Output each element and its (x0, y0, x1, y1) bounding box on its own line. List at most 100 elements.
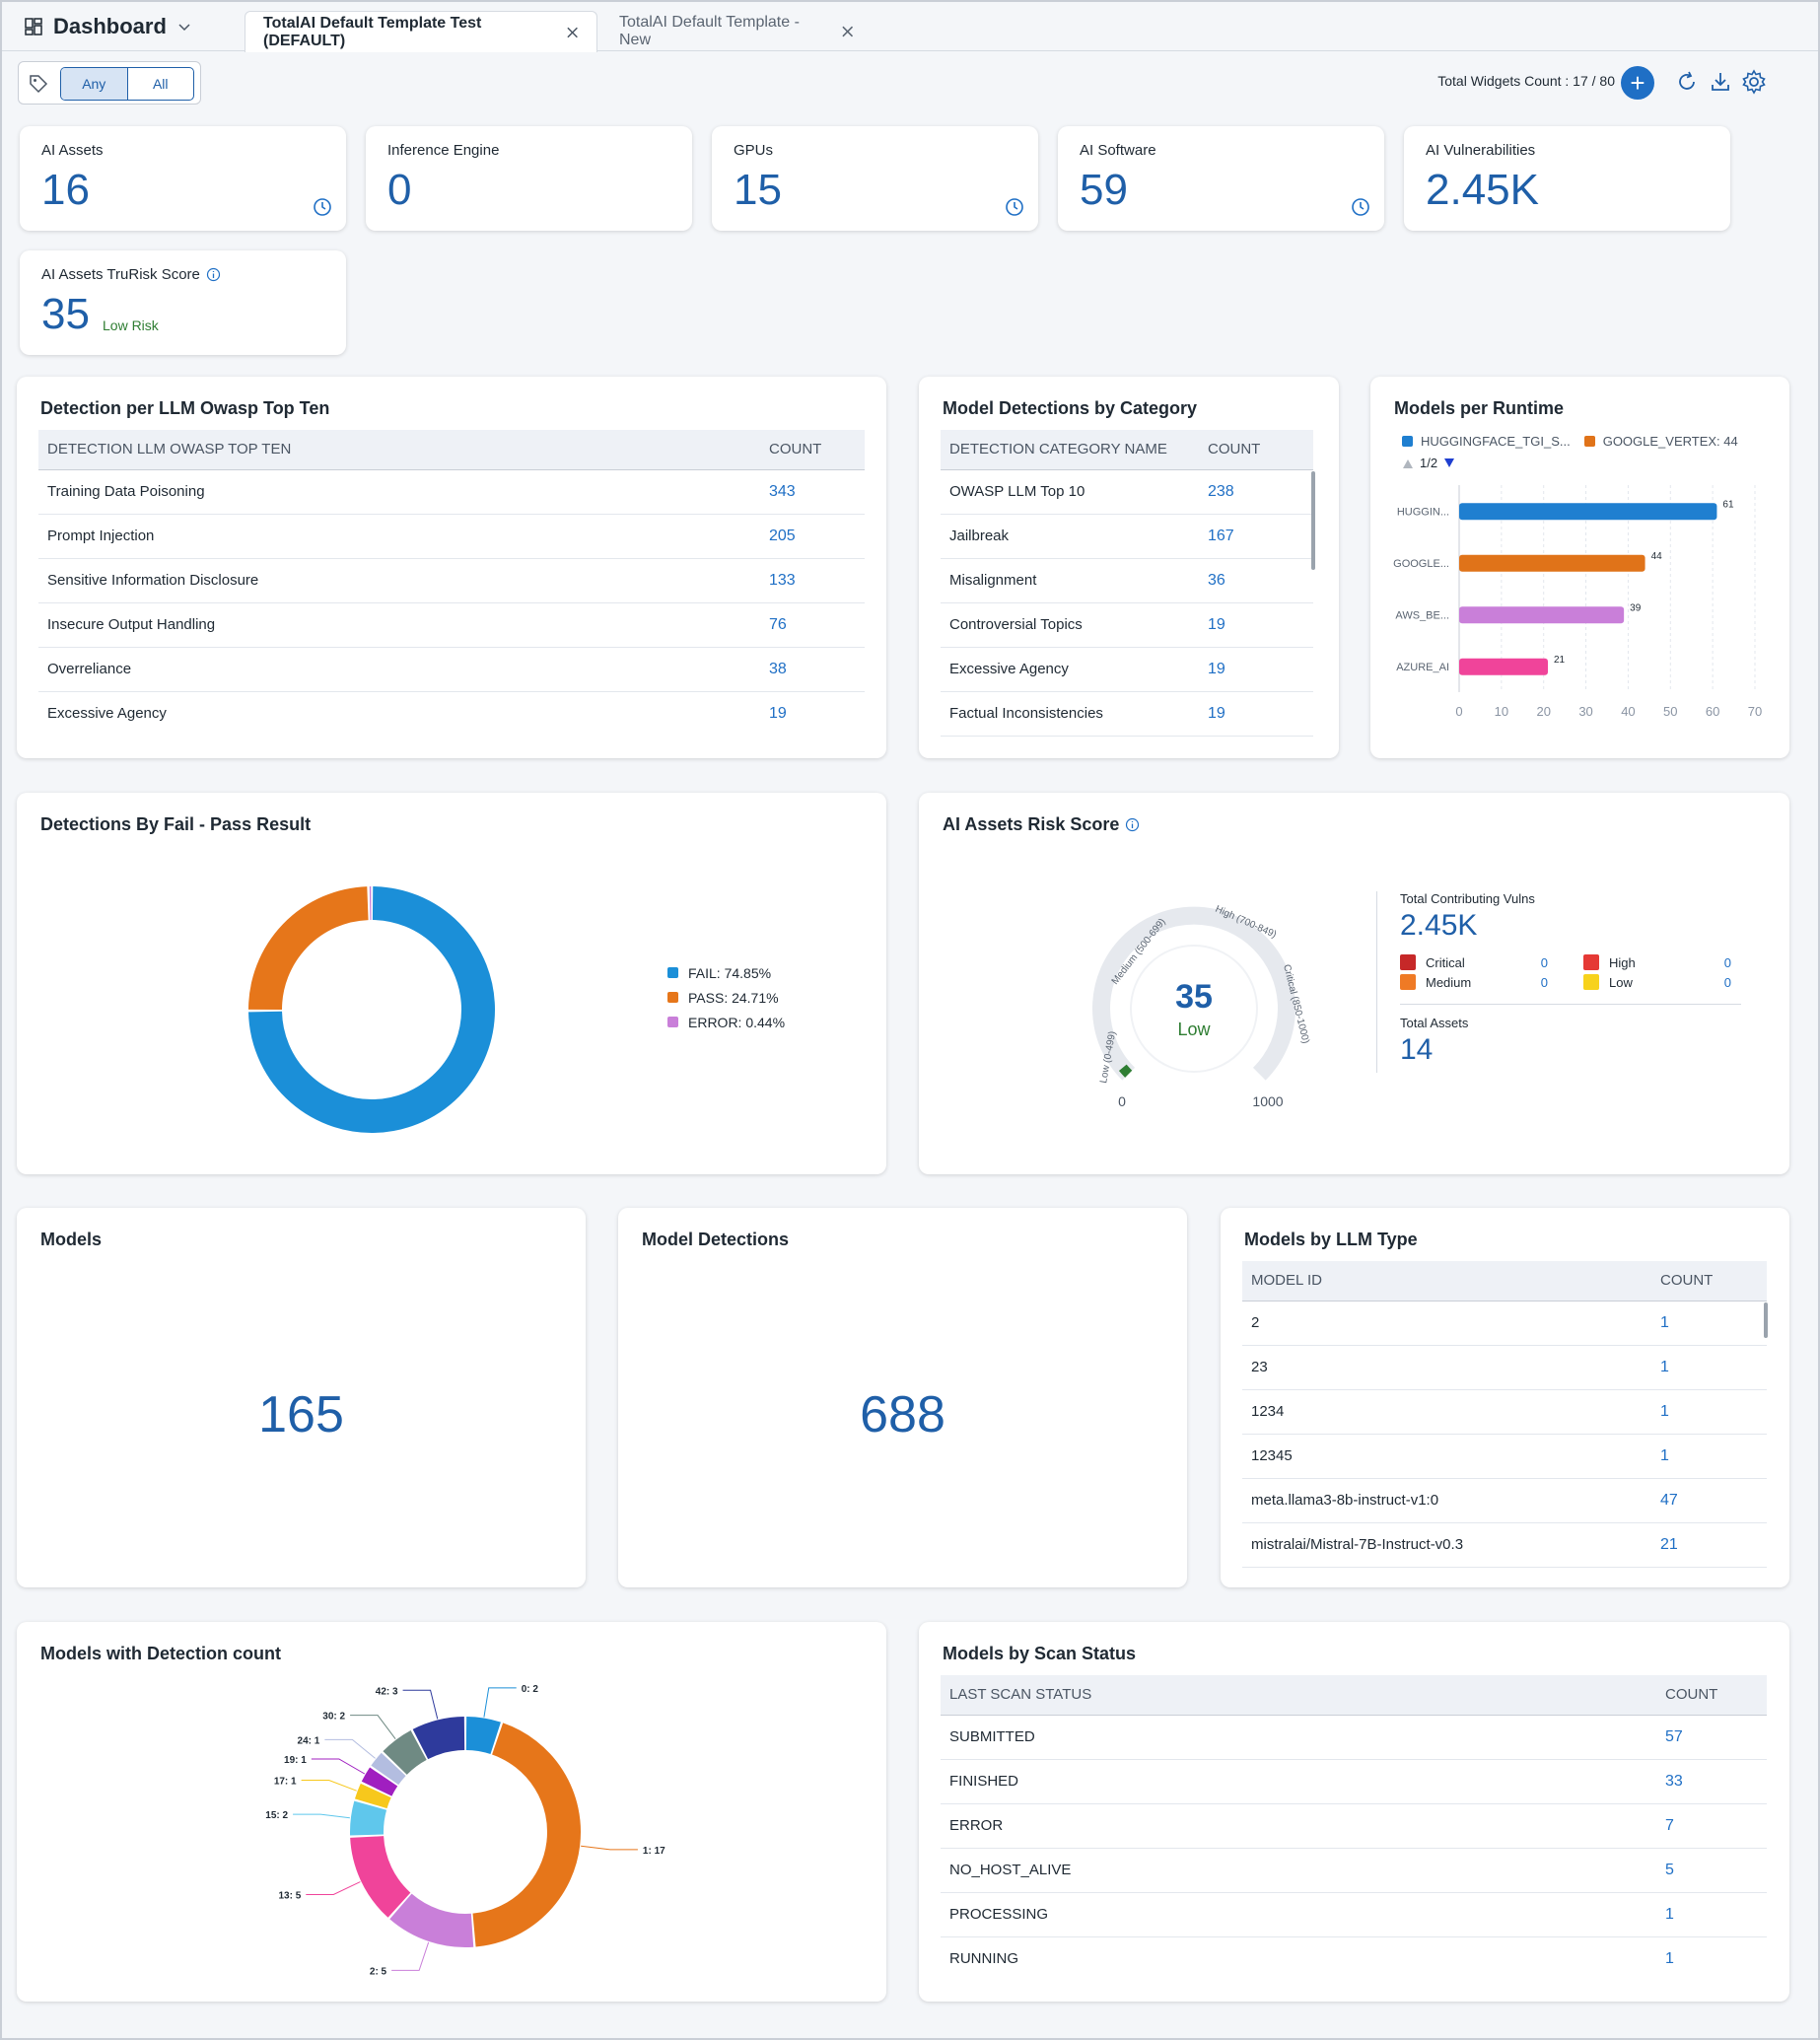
donut-slice[interactable] (354, 1783, 391, 1809)
row-count[interactable]: 1 (1651, 1434, 1767, 1479)
row-count[interactable]: 5 (1656, 1848, 1767, 1893)
bar[interactable] (1459, 658, 1548, 675)
stat-inference-engine[interactable]: Inference Engine 0 (366, 126, 692, 231)
row-count[interactable]: 38 (760, 647, 865, 692)
donut-slice[interactable] (361, 1767, 398, 1796)
column-header[interactable]: COUNT (760, 430, 865, 470)
column-header[interactable]: DETECTION LLM OWASP TOP TEN (38, 430, 760, 470)
row-count[interactable]: 47 (1651, 1478, 1767, 1523)
table-row[interactable]: meta.llama3-8b-instruct-v1:0 47 (1242, 1478, 1767, 1523)
donut-slice[interactable] (412, 1717, 465, 1760)
refresh-icon[interactable] (1672, 67, 1702, 97)
row-count[interactable]: 1 (1665, 1949, 1674, 1967)
row-count[interactable]: 57 (1656, 1715, 1767, 1760)
table-row[interactable]: OWASP LLM Top 10 238 (941, 469, 1313, 515)
tag-icon[interactable] (28, 73, 49, 95)
bar[interactable] (1459, 503, 1717, 521)
table-row[interactable]: FINISHED 33 (941, 1759, 1767, 1804)
table-row[interactable]: Misalignment 36 (941, 558, 1313, 603)
table-row[interactable]: Jailbreak 167 (941, 514, 1313, 559)
gear-icon[interactable] (1739, 67, 1769, 97)
bar[interactable] (1459, 554, 1645, 572)
legend-item[interactable]: FAIL: 74.85% (667, 960, 785, 985)
row-count[interactable]: 21 (1651, 1522, 1767, 1568)
row-count[interactable]: 167 (1199, 514, 1313, 559)
pager-up-icon[interactable] (1402, 457, 1414, 469)
tab-new-template[interactable]: TotalAI Default Template - New (601, 11, 872, 52)
row-count[interactable]: 36 (1199, 558, 1313, 603)
scrollbar[interactable] (1764, 1302, 1768, 1338)
legend-item[interactable]: PASS: 24.71% (667, 985, 785, 1010)
table-row[interactable]: mistralai/Mistral-7B-Instruct-v0.3 21 (1242, 1522, 1767, 1568)
row-count[interactable]: 19 (1199, 602, 1313, 648)
donut-slice[interactable] (371, 1752, 406, 1786)
table-row[interactable]: Excessive Agency 19 (38, 691, 865, 736)
row-count[interactable]: 19 (1199, 691, 1313, 737)
column-header[interactable]: LAST SCAN STATUS (941, 1675, 1656, 1716)
severity-value[interactable]: 0 (1723, 954, 1731, 970)
row-count[interactable]: 7 (1656, 1803, 1767, 1849)
table-row[interactable]: RUNNING 1 (941, 1936, 1767, 1981)
column-header[interactable]: DETECTION CATEGORY NAME (941, 430, 1199, 470)
stat-ai-vulnerabilities[interactable]: AI Vulnerabilities 2.45K (1404, 126, 1730, 231)
bar[interactable] (1459, 606, 1625, 624)
severity-value[interactable]: 0 (1723, 974, 1731, 990)
dashboard-selector[interactable]: Dashboard (24, 10, 192, 43)
tab-default-template[interactable]: TotalAI Default Template Test (DEFAULT) (245, 11, 597, 52)
stat-trurisk-score[interactable]: AI Assets TruRisk Score 35 Low Risk (20, 250, 346, 355)
close-icon[interactable] (841, 25, 854, 38)
donut-slice[interactable] (248, 886, 370, 1011)
close-icon[interactable] (566, 26, 579, 39)
legend-item[interactable]: HUGGINGFACE_TGI_S... (1402, 434, 1571, 449)
info-icon[interactable] (1125, 817, 1140, 832)
row-count[interactable]: 19 (769, 704, 787, 722)
donut-slice[interactable] (350, 1835, 411, 1918)
stat-gpus[interactable]: GPUs 15 (712, 126, 1038, 231)
add-widget-button[interactable]: + (1621, 66, 1654, 100)
donut-slice[interactable] (350, 1800, 387, 1836)
table-row[interactable]: Controversial Topics 19 (941, 602, 1313, 648)
models-count[interactable]: 165 (258, 1386, 344, 1443)
table-row[interactable]: Overreliance 38 (38, 647, 865, 692)
table-row[interactable]: NO_HOST_ALIVE 5 (941, 1848, 1767, 1893)
legend-item[interactable]: GOOGLE_VERTEX: 44 (1583, 434, 1738, 449)
stat-ai-software[interactable]: AI Software 59 (1058, 126, 1384, 231)
column-header[interactable]: COUNT (1199, 430, 1313, 470)
row-count[interactable]: 1 (1656, 1892, 1767, 1937)
info-icon[interactable] (206, 267, 221, 282)
row-count[interactable]: 238 (1199, 469, 1313, 515)
row-count[interactable]: 1 (1651, 1301, 1767, 1346)
severity-value[interactable]: 0 (1540, 974, 1548, 990)
detections-count[interactable]: 688 (860, 1386, 945, 1443)
row-count[interactable]: 1 (1651, 1389, 1767, 1435)
table-row[interactable]: Factual Inconsistencies 19 (941, 691, 1313, 737)
filter-all-button[interactable]: All (152, 76, 169, 92)
donut-slice[interactable] (248, 886, 495, 1133)
donut-slice[interactable] (383, 1729, 428, 1776)
table-row[interactable]: 23 1 (1242, 1345, 1767, 1390)
column-header[interactable]: COUNT (1656, 1675, 1767, 1716)
chevron-down-icon[interactable] (176, 19, 192, 35)
row-count[interactable]: 76 (760, 602, 865, 648)
table-row[interactable]: SUBMITTED 57 (941, 1715, 1767, 1760)
table-row[interactable]: 1234 1 (1242, 1389, 1767, 1435)
row-count[interactable]: 19 (1199, 647, 1313, 692)
stat-ai-assets[interactable]: AI Assets 16 (20, 126, 346, 231)
scrollbar[interactable] (1311, 471, 1315, 570)
pager-down-icon[interactable] (1443, 457, 1455, 469)
table-row[interactable]: PROCESSING 1 (941, 1892, 1767, 1937)
table-row[interactable]: Insecure Output Handling 76 (38, 602, 865, 648)
donut-slice[interactable] (389, 1893, 474, 1947)
column-header[interactable]: COUNT (1651, 1261, 1767, 1301)
row-count[interactable]: 1 (1651, 1345, 1767, 1390)
donut-slice[interactable] (465, 1717, 501, 1755)
row-count[interactable]: 33 (1656, 1759, 1767, 1804)
table-row[interactable]: 12345 1 (1242, 1434, 1767, 1479)
row-count[interactable]: 343 (760, 469, 865, 515)
table-row[interactable]: Prompt Injection 205 (38, 514, 865, 559)
table-row[interactable]: Training Data Poisoning 343 (38, 469, 865, 515)
filter-any-button[interactable]: Any (61, 68, 128, 100)
legend-item[interactable]: ERROR: 0.44% (667, 1010, 785, 1034)
table-row[interactable]: Excessive Agency 19 (941, 647, 1313, 692)
